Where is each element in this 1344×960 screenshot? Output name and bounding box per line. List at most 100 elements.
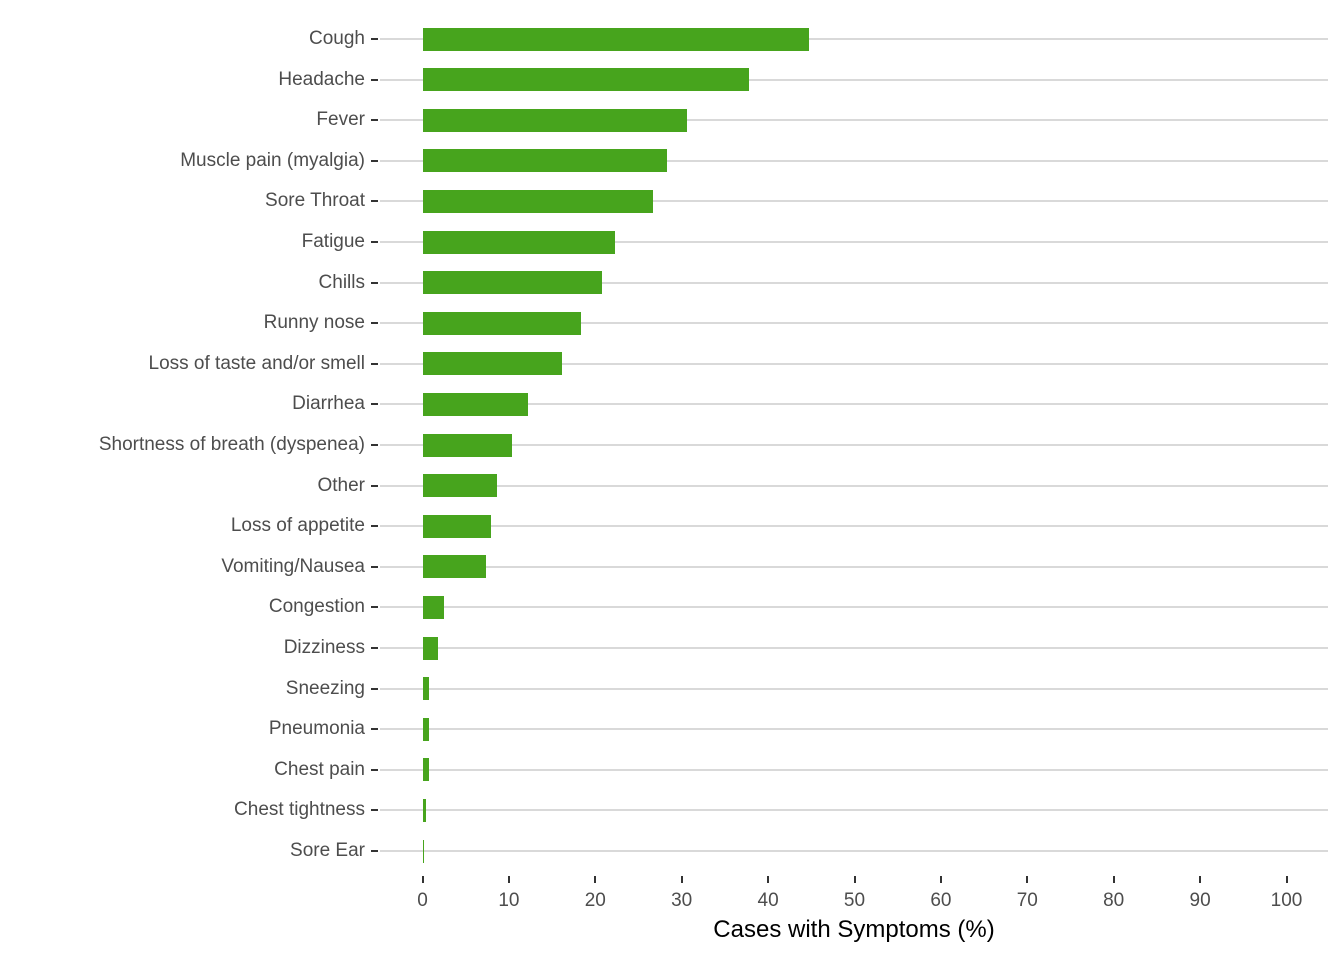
y-axis-category-label: Sore Throat <box>265 190 365 212</box>
y-axis-tick <box>371 159 378 162</box>
y-axis-category-label: Headache <box>278 68 365 90</box>
category-gridline <box>380 403 1328 406</box>
x-axis-tick-label: 70 <box>1016 890 1038 911</box>
x-axis-tick-label: 50 <box>843 890 866 911</box>
x-axis-tick <box>1112 876 1115 883</box>
y-axis-tick <box>371 606 378 609</box>
y-axis-category-label: Cough <box>309 28 365 49</box>
bar-congestion <box>422 595 445 619</box>
x-axis-tick-label: 30 <box>671 890 693 911</box>
category-gridline <box>380 647 1328 649</box>
y-axis-tick <box>371 241 378 243</box>
x-axis-tick-label: 40 <box>757 890 779 911</box>
category-gridline <box>380 78 1328 81</box>
y-axis-tick <box>371 525 378 528</box>
y-axis-category-label: Loss of appetite <box>230 515 365 537</box>
y-axis-tick <box>371 647 378 649</box>
category-gridline <box>380 525 1328 528</box>
x-axis-tick <box>421 876 424 883</box>
category-gridline <box>380 768 1328 771</box>
bar-cough <box>422 27 809 51</box>
x-axis-tick-label: 10 <box>498 890 520 911</box>
category-gridline <box>380 728 1328 731</box>
category-gridline <box>380 484 1328 487</box>
y-axis-category-label: Sneezing <box>285 677 365 699</box>
x-axis-tick <box>1199 876 1202 883</box>
y-axis-category-label: Pneumonia <box>268 718 365 740</box>
y-axis-category-label: Congestion <box>268 596 365 618</box>
x-axis-tick-label: 20 <box>584 890 606 911</box>
y-axis-category-label: Chest tightness <box>234 799 365 821</box>
bar-muscle-pain-myalgia- <box>422 149 667 173</box>
y-axis-tick <box>371 850 378 852</box>
bar-loss-of-taste-and-or-smell <box>422 352 562 376</box>
x-axis-tick-label: 80 <box>1103 890 1125 911</box>
x-axis-tick <box>680 876 683 883</box>
y-axis-tick <box>371 281 378 284</box>
y-axis-category-label: Vomiting/Nausea <box>221 555 365 577</box>
y-axis-tick <box>371 362 378 365</box>
category-gridline <box>380 687 1328 690</box>
bar-dizziness <box>422 636 439 660</box>
bar-vomiting-nausea <box>422 555 487 579</box>
x-axis-tick-label: 60 <box>930 890 952 911</box>
category-gridline <box>380 200 1328 203</box>
x-axis-tick <box>1026 876 1029 883</box>
y-axis-category-label: Shortness of breath (dyspenea) <box>98 434 365 455</box>
y-axis-tick <box>371 403 378 406</box>
bar-pneumonia <box>422 717 429 741</box>
bar-sneezing <box>422 677 429 701</box>
y-axis-tick <box>371 78 378 81</box>
bar-shortness-of-breath-dyspenea- <box>422 433 513 457</box>
bar-chest-tightness <box>422 798 426 822</box>
y-axis-category-label: Fatigue <box>301 231 365 252</box>
category-gridline <box>380 119 1328 122</box>
y-axis-tick <box>371 322 378 325</box>
category-gridline <box>380 241 1328 243</box>
y-axis-tick <box>371 687 378 690</box>
category-gridline <box>380 281 1328 284</box>
bar-other <box>422 474 497 498</box>
category-gridline <box>380 159 1328 162</box>
y-axis-tick <box>371 38 378 40</box>
category-gridline <box>380 362 1328 365</box>
y-axis-tick <box>371 768 378 771</box>
bar-chest-pain <box>422 758 430 782</box>
bar-fatigue <box>422 230 616 254</box>
bar-headache <box>422 68 750 92</box>
bar-diarrhea <box>422 392 528 416</box>
y-axis-tick <box>371 484 378 487</box>
y-axis-category-label: Chest pain <box>274 758 365 780</box>
y-axis-tick <box>371 200 378 203</box>
x-axis-tick <box>939 876 942 883</box>
y-axis-tick <box>371 809 378 812</box>
y-axis-category-label: Muscle pain (myalgia) <box>180 149 365 171</box>
category-gridline <box>380 606 1328 609</box>
y-axis-category-label: Chills <box>318 271 365 293</box>
y-axis-tick <box>371 565 378 568</box>
bar-runny-nose <box>422 311 581 335</box>
bar-chills <box>422 271 603 295</box>
x-axis-tick <box>594 876 597 883</box>
bar-loss-of-appetite <box>422 514 491 538</box>
category-gridline <box>380 809 1328 812</box>
y-axis-tick <box>371 119 378 122</box>
y-axis-tick <box>371 444 378 446</box>
category-gridline <box>380 38 1328 40</box>
x-axis-title: Cases with Symptoms (%) <box>713 916 995 943</box>
x-axis-tick <box>1285 876 1288 883</box>
y-axis-category-label: Diarrhea <box>292 393 365 415</box>
y-axis-category-label: Dizziness <box>283 637 365 658</box>
category-gridline <box>380 444 1328 446</box>
y-axis-category-label: Runny nose <box>263 312 365 334</box>
x-axis-tick-label: 0 <box>417 890 428 911</box>
x-axis-tick-label: 100 <box>1270 890 1303 911</box>
bar-fever <box>422 108 687 132</box>
y-axis-tick <box>371 728 378 731</box>
x-axis-tick <box>767 876 770 883</box>
y-axis-category-label: Sore Ear <box>290 840 365 861</box>
y-axis-category-label: Loss of taste and/or smell <box>148 352 366 374</box>
bar-sore-throat <box>422 189 654 213</box>
category-gridline <box>380 565 1328 568</box>
